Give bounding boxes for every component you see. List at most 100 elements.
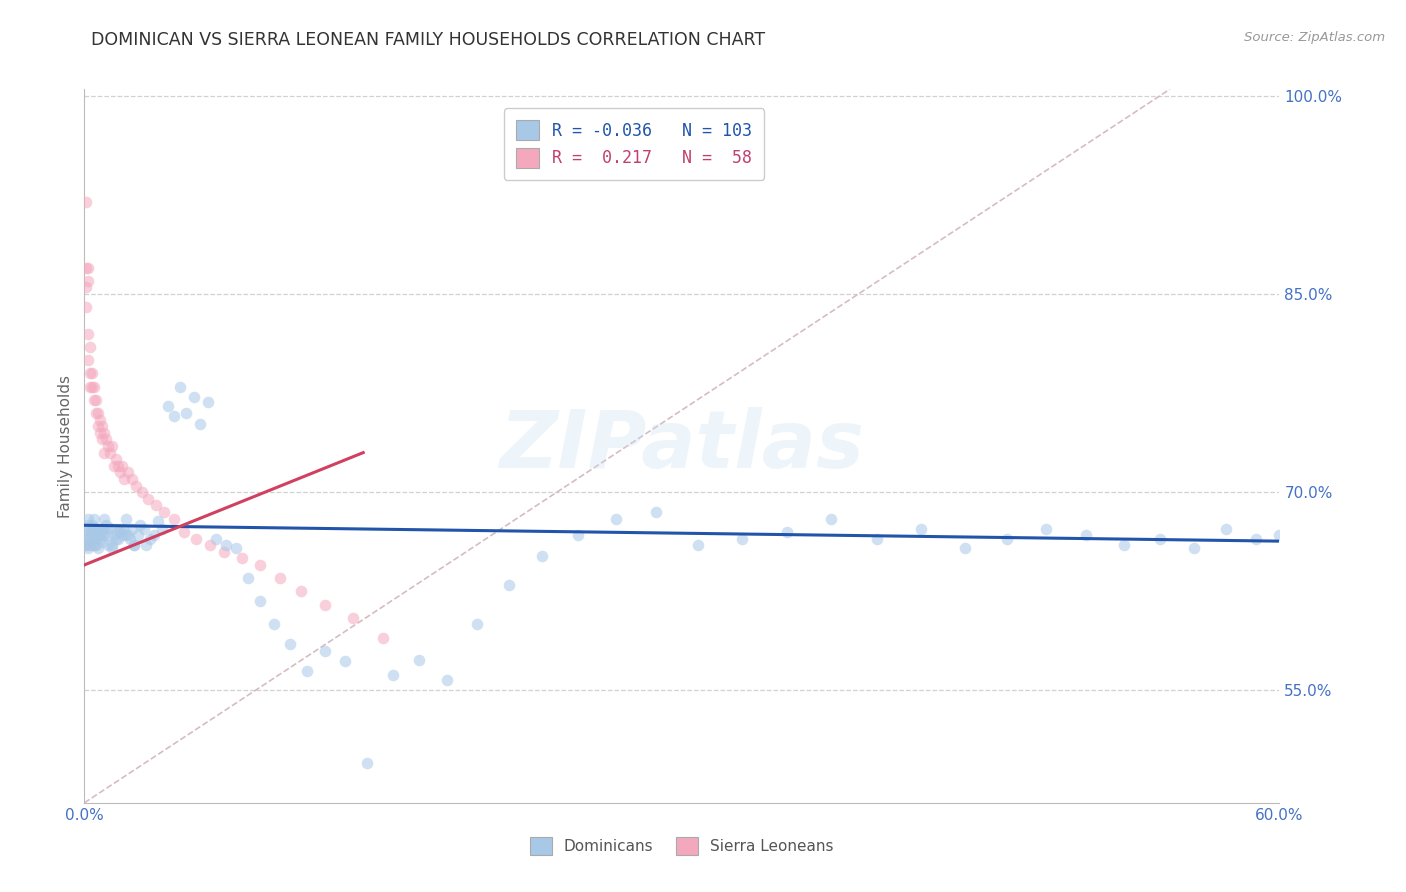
Point	[83, 379, 105, 393]
Point	[249, 593, 271, 607]
Point	[91, 419, 114, 434]
Point	[110, 522, 132, 536]
Point	[82, 379, 104, 393]
Point	[686, 538, 709, 552]
Point	[91, 522, 114, 536]
Point	[173, 524, 195, 539]
Point	[1268, 527, 1291, 541]
Point	[83, 521, 105, 535]
Point	[86, 392, 108, 407]
Point	[115, 511, 138, 525]
Point	[75, 300, 97, 314]
Point	[89, 532, 111, 546]
Point	[98, 521, 121, 535]
Point	[75, 538, 97, 552]
Point	[77, 532, 100, 546]
Point	[110, 466, 132, 480]
Point	[77, 326, 100, 341]
Legend: Dominicans, Sierra Leoneans: Dominicans, Sierra Leoneans	[523, 829, 841, 863]
Point	[146, 514, 169, 528]
Point	[183, 390, 205, 404]
Point	[953, 541, 976, 555]
Point	[101, 439, 124, 453]
Point	[150, 522, 173, 536]
Point	[93, 522, 115, 536]
Text: Source: ZipAtlas.com: Source: ZipAtlas.com	[1244, 31, 1385, 45]
Point	[335, 654, 357, 668]
Point	[1182, 541, 1205, 555]
Point	[121, 522, 143, 536]
Point	[121, 472, 143, 486]
Point	[184, 532, 207, 546]
Point	[89, 412, 111, 426]
Point	[93, 511, 115, 525]
Point	[93, 425, 115, 440]
Point	[79, 524, 101, 539]
Point	[225, 541, 247, 555]
Point	[89, 425, 111, 440]
Point	[278, 637, 301, 651]
Point	[1114, 538, 1136, 552]
Point	[83, 511, 105, 525]
Point	[101, 538, 124, 552]
Point	[75, 527, 97, 541]
Point	[731, 532, 754, 546]
Point	[356, 756, 378, 771]
Point	[1149, 532, 1171, 546]
Point	[91, 535, 114, 549]
Point	[79, 340, 101, 354]
Point	[136, 491, 159, 506]
Point	[79, 532, 101, 546]
Point	[1244, 532, 1267, 546]
Point	[115, 527, 138, 541]
Point	[83, 538, 105, 552]
Point	[117, 527, 139, 541]
Point	[79, 538, 101, 552]
Point	[75, 280, 97, 294]
Text: ZIPatlas: ZIPatlas	[499, 407, 865, 485]
Point	[103, 458, 125, 473]
Point	[75, 522, 97, 536]
Y-axis label: Family Households: Family Households	[58, 375, 73, 517]
Point	[531, 549, 554, 563]
Point	[132, 522, 156, 536]
Point	[111, 458, 134, 473]
Point	[79, 367, 101, 381]
Point	[87, 541, 110, 555]
Point	[77, 260, 100, 275]
Point	[212, 545, 235, 559]
Point	[103, 527, 125, 541]
Point	[82, 367, 104, 381]
Point	[231, 551, 253, 566]
Point	[498, 578, 520, 592]
Point	[139, 532, 162, 546]
Point	[112, 522, 135, 536]
Point	[101, 541, 124, 555]
Point	[125, 478, 148, 492]
Point	[1035, 522, 1057, 536]
Point	[188, 417, 211, 431]
Point	[1076, 527, 1098, 541]
Point	[215, 538, 238, 552]
Point	[127, 527, 149, 541]
Point	[77, 541, 100, 555]
Point	[995, 532, 1018, 546]
Point	[87, 527, 110, 541]
Point	[645, 505, 668, 519]
Point	[314, 598, 336, 612]
Point	[96, 518, 118, 533]
Point	[86, 522, 108, 536]
Point	[297, 664, 319, 678]
Point	[83, 538, 105, 552]
Point	[97, 439, 120, 453]
Point	[86, 406, 108, 420]
Point	[157, 400, 180, 414]
Point	[87, 406, 110, 420]
Point	[82, 522, 104, 536]
Point	[910, 522, 932, 536]
Point	[465, 617, 488, 632]
Point	[269, 571, 291, 585]
Point	[866, 532, 889, 546]
Point	[105, 532, 128, 546]
Point	[91, 433, 114, 447]
